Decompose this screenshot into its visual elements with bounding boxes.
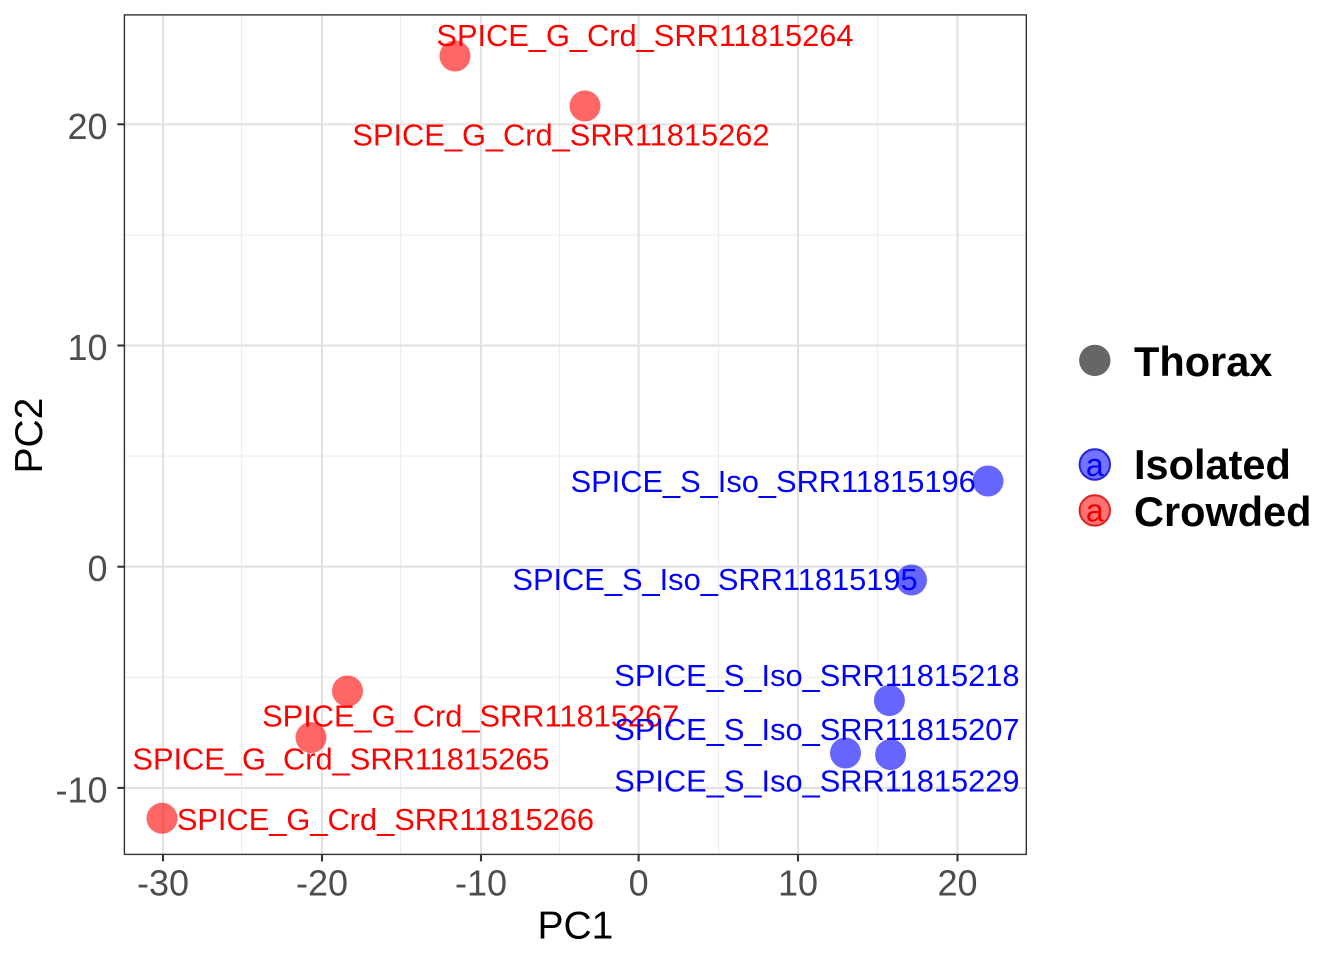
svg-text:20: 20 — [67, 106, 107, 147]
svg-text:PC2: PC2 — [8, 398, 51, 474]
svg-text:20: 20 — [937, 863, 977, 904]
svg-text:a: a — [1086, 493, 1104, 529]
svg-text:Crowded: Crowded — [1134, 488, 1312, 535]
svg-text:-30: -30 — [137, 863, 189, 904]
svg-text:Thorax: Thorax — [1134, 338, 1272, 385]
svg-text:-10: -10 — [455, 863, 507, 904]
svg-text:SPICE_S_Iso_SRR11815207: SPICE_S_Iso_SRR11815207 — [614, 712, 1019, 747]
svg-text:SPICE_G_Crd_SRR11815264: SPICE_G_Crd_SRR11815264 — [436, 18, 853, 53]
svg-text:SPICE_S_Iso_SRR11815196: SPICE_S_Iso_SRR11815196 — [571, 464, 976, 499]
svg-text:0: 0 — [629, 863, 649, 904]
svg-text:PC1: PC1 — [537, 904, 613, 947]
svg-text:SPICE_G_Crd_SRR11815266: SPICE_G_Crd_SRR11815266 — [177, 802, 594, 837]
svg-text:10: 10 — [67, 327, 107, 368]
svg-text:SPICE_S_Iso_SRR11815218: SPICE_S_Iso_SRR11815218 — [614, 658, 1019, 693]
svg-text:SPICE_S_Iso_SRR11815229: SPICE_S_Iso_SRR11815229 — [614, 764, 1019, 799]
svg-text:SPICE_G_Crd_SRR11815262: SPICE_G_Crd_SRR11815262 — [352, 118, 769, 153]
svg-text:a: a — [1086, 447, 1104, 483]
svg-text:-10: -10 — [55, 769, 107, 810]
svg-text:Isolated: Isolated — [1134, 441, 1291, 488]
svg-text:10: 10 — [778, 863, 818, 904]
svg-text:SPICE_G_Crd_SRR11815267: SPICE_G_Crd_SRR11815267 — [262, 698, 679, 733]
svg-text:-20: -20 — [296, 863, 348, 904]
svg-text:SPICE_G_Crd_SRR11815265: SPICE_G_Crd_SRR11815265 — [132, 742, 549, 777]
svg-text:SPICE_S_Iso_SRR11815195: SPICE_S_Iso_SRR11815195 — [512, 562, 917, 597]
svg-text:0: 0 — [87, 548, 107, 589]
